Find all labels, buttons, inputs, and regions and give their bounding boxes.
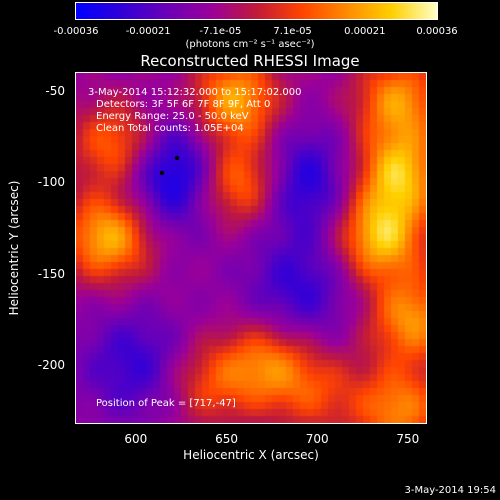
plot-area: 3-May-2014 15:12:32.000 to 15:17:02.000 … [75, 72, 427, 424]
colorbar [75, 2, 438, 20]
colorbar-tick-label: 7.1e-05 [273, 26, 312, 37]
colorbar-tick-label: -0.00021 [125, 26, 171, 37]
info-energy-range: Energy Range: 25.0 - 50.0 keV [96, 111, 249, 122]
x-tick-label: 650 [215, 432, 238, 446]
info-time-range: 3-May-2014 15:12:32.000 to 15:17:02.000 [88, 87, 302, 98]
colorbar-units: (photons cm⁻² s⁻¹ asec⁻²) [185, 39, 315, 50]
x-tick-label: 750 [396, 432, 420, 446]
info-clean-counts: Clean Total counts: 1.05E+04 [96, 123, 244, 134]
y-tick-label: -100 [37, 175, 65, 190]
peak-position-text: Position of Peak = [717,-47] [96, 398, 236, 409]
footer-timestamp: 3-May-2014 19:54 [404, 485, 496, 496]
y-tick-label: -150 [37, 266, 65, 281]
info-detectors: Detectors: 3F 5F 6F 7F 8F 9F, Att 0 [96, 99, 271, 110]
x-axis-label: Heliocentric X (arcsec) [183, 448, 319, 462]
colorbar-tick-label: -7.1e-05 [199, 26, 242, 37]
x-tick-label: 600 [124, 432, 148, 446]
marker-dot [159, 170, 165, 176]
plot-title: Reconstructed RHESSI Image [140, 52, 360, 70]
y-tick-label: -50 [45, 84, 65, 99]
y-tick-label: -200 [37, 357, 65, 372]
colorbar-tick-label: 0.00036 [416, 26, 458, 37]
colorbar-gradient [76, 3, 437, 19]
x-tick-label: 700 [305, 432, 329, 446]
heatmap-image [76, 73, 426, 423]
peak-markers [159, 155, 180, 176]
marker-dot [174, 155, 180, 161]
y-axis-label: Heliocentric Y (arcsec) [7, 180, 21, 316]
colorbar-tick-label: -0.00036 [53, 26, 99, 37]
colorbar-tick-label: 0.00021 [344, 26, 386, 37]
